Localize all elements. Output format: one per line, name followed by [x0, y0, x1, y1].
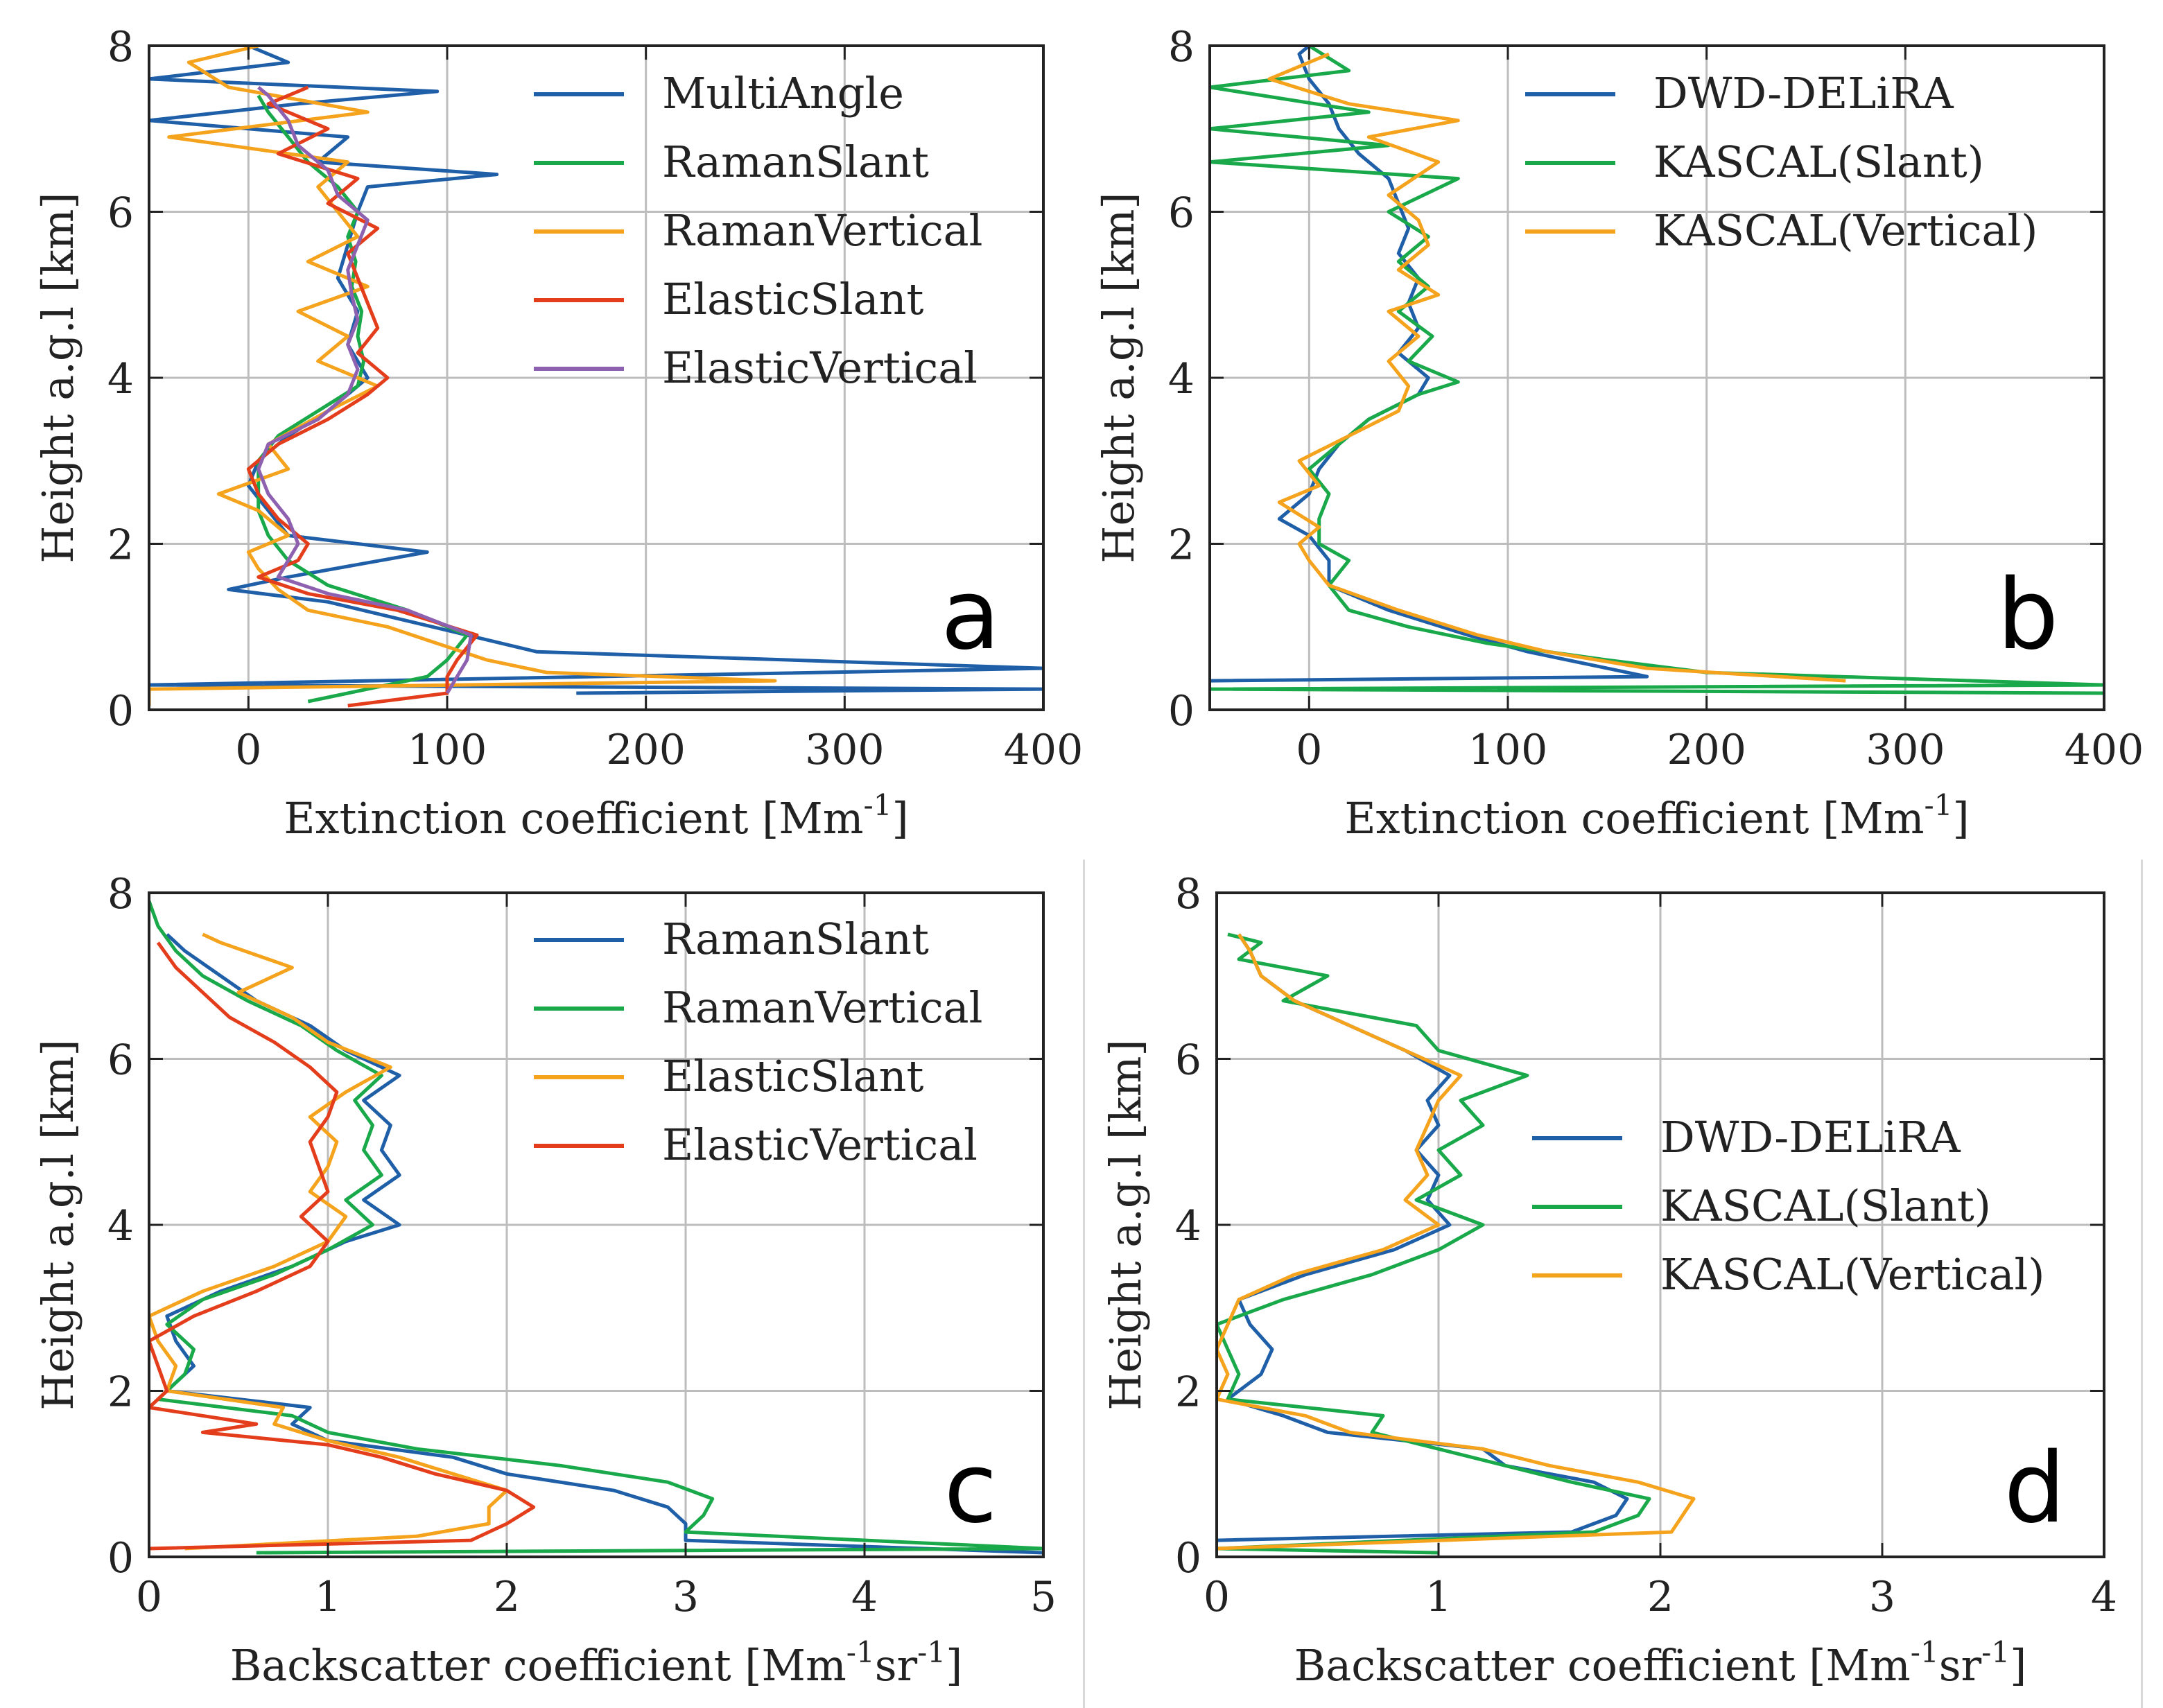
y-tick-label: 8 — [1168, 23, 1195, 71]
legend-entry: DWD-DELiRA — [1660, 1112, 1961, 1162]
legend-entry: ElasticVertical — [662, 1119, 978, 1170]
y-tick-label: 2 — [107, 1368, 134, 1417]
x-tick-label: 300 — [805, 726, 885, 774]
series-line-elasticslant — [149, 932, 509, 1551]
y-tick-label: 0 — [107, 687, 134, 735]
legend-entry: RamanVertical — [662, 982, 982, 1033]
legend-entry: ElasticSlant — [662, 1051, 924, 1101]
x-tick-label: 2 — [1647, 1573, 1674, 1621]
panel-d: 0 1 2 3 4 0 2 4 6 8 Backscatter coefficient [Mm-1s… — [1100, 870, 2117, 1691]
panel-letter: a — [941, 559, 1000, 672]
y-tick-label: 8 — [1175, 870, 1201, 918]
series-line-elasticvertical — [149, 941, 536, 1551]
panel-a-legend: MultiAngle RamanSlant RamanVertical Elastic… — [534, 68, 982, 393]
y-tick-label: 4 — [107, 355, 134, 403]
y-tick-label: 0 — [1168, 687, 1195, 735]
series-line-kascal-vertical- — [1217, 933, 1696, 1551]
series-line-dwd-delira — [1210, 46, 1649, 683]
legend-entry: RamanSlant — [662, 914, 929, 964]
y-axis-label: Height a.g.l [km] — [1100, 1039, 1151, 1410]
x-tick-label: 3 — [1869, 1573, 1895, 1621]
x-tick-label: 400 — [1004, 726, 1084, 774]
x-tick-label: 0 — [1296, 726, 1322, 774]
legend-entry: KASCAL(Slant) — [1660, 1180, 1991, 1231]
y-tick-label: 4 — [1168, 355, 1195, 403]
y-axis-label: Height a.g.l [km] — [33, 1039, 83, 1410]
y-tick-label: 0 — [1175, 1534, 1201, 1583]
legend-entry: KASCAL(Vertical) — [1653, 205, 2038, 256]
panel-separator-right-edge — [2141, 860, 2143, 1708]
panel-c-series — [149, 900, 1043, 1555]
y-tick-label: 6 — [107, 1036, 134, 1085]
y-tick-label: 4 — [107, 1202, 134, 1250]
legend-entry: MultiAngle — [662, 68, 904, 119]
legend-entry: DWD-DELiRA — [1653, 68, 1954, 119]
x-tick-label: 0 — [235, 726, 261, 774]
legend-entry: ElasticVertical — [662, 342, 978, 393]
y-tick-label: 0 — [107, 1534, 134, 1583]
y-tick-label: 4 — [1175, 1202, 1201, 1250]
y-tick-label: 2 — [1168, 521, 1195, 570]
x-tick-label: 300 — [1866, 726, 1945, 774]
panel-d-legend: DWD-DELiRA KASCAL(Slant) KASCAL(Vertical) — [1532, 1112, 2045, 1300]
series-line-kascal-slant- — [1217, 932, 1651, 1555]
y-tick-label: 2 — [107, 521, 134, 570]
y-tick-label: 8 — [107, 23, 134, 71]
panel-c-legend: RamanSlant RamanVertical ElasticSlant Elast… — [534, 914, 982, 1170]
x-tick-label: 200 — [606, 726, 686, 774]
x-tick-label: 0 — [1204, 1573, 1230, 1621]
x-axis-label: Backscatter coefficient [Mm-1sr-1] — [230, 1635, 963, 1691]
panel-letter: d — [2004, 1432, 2066, 1545]
panel-separator-vertical — [1083, 860, 1085, 1708]
panel-letter: b — [1997, 559, 2059, 672]
y-tick-label: 2 — [1175, 1368, 1201, 1417]
legend-entry: RamanVertical — [662, 205, 982, 256]
x-tick-label: 100 — [1468, 726, 1548, 774]
x-tick-label: 100 — [408, 726, 487, 774]
x-tick-label: 1 — [315, 1573, 341, 1621]
panel-a-series — [149, 46, 1043, 708]
x-axis-label: Extinction coefficient [Mm-1] — [1344, 788, 1969, 844]
x-tick-label: 1 — [1425, 1573, 1452, 1621]
legend-entry: RamanSlant — [662, 137, 929, 187]
x-axis-label: Backscatter coefficient [Mm-1sr-1] — [1294, 1635, 2027, 1691]
x-tick-label: 3 — [672, 1573, 699, 1621]
x-tick-label: 4 — [2091, 1573, 2117, 1621]
legend-entry: KASCAL(Slant) — [1653, 137, 1984, 187]
x-tick-label: 5 — [1030, 1573, 1057, 1621]
y-tick-label: 6 — [1175, 1036, 1201, 1085]
series-line-dwd-delira — [1217, 933, 1629, 1542]
panel-c: 0 1 2 3 4 5 0 2 4 6 8 Backscatter coefficient [Mm-1… — [33, 870, 1057, 1691]
panel-a: 0 100 200 300 400 0 2 4 6 8 Extinction coefficient… — [33, 23, 1083, 844]
panel-letter: c — [944, 1432, 998, 1545]
panel-b: 0 100 200 300 400 0 2 4 6 8 Extinction coefficient… — [1093, 23, 2144, 844]
y-tick-label: 6 — [1168, 189, 1195, 238]
x-tick-label: 0 — [136, 1573, 162, 1621]
y-axis-label: Height a.g.l [km] — [33, 192, 83, 563]
series-line-elasticvertical — [257, 85, 473, 695]
panel-b-legend: DWD-DELiRA KASCAL(Slant) KASCAL(Vertical) — [1525, 68, 2038, 256]
series-line-kascal-slant- — [1210, 46, 2104, 695]
x-tick-label: 4 — [851, 1573, 878, 1621]
series-line-kascal-vertical- — [1267, 52, 1846, 683]
x-tick-label: 200 — [1667, 726, 1746, 774]
y-tick-label: 8 — [107, 870, 134, 918]
y-tick-label: 6 — [107, 189, 134, 238]
legend-entry: ElasticSlant — [662, 274, 924, 324]
x-tick-label: 400 — [2065, 726, 2144, 774]
panel-b-series — [1210, 46, 2104, 695]
y-axis-label: Height a.g.l [km] — [1093, 192, 1144, 563]
panel-d-series — [1217, 932, 1696, 1555]
x-tick-label: 2 — [494, 1573, 520, 1621]
legend-entry: KASCAL(Vertical) — [1660, 1249, 2045, 1300]
x-axis-label: Extinction coefficient [Mm-1] — [284, 788, 908, 844]
